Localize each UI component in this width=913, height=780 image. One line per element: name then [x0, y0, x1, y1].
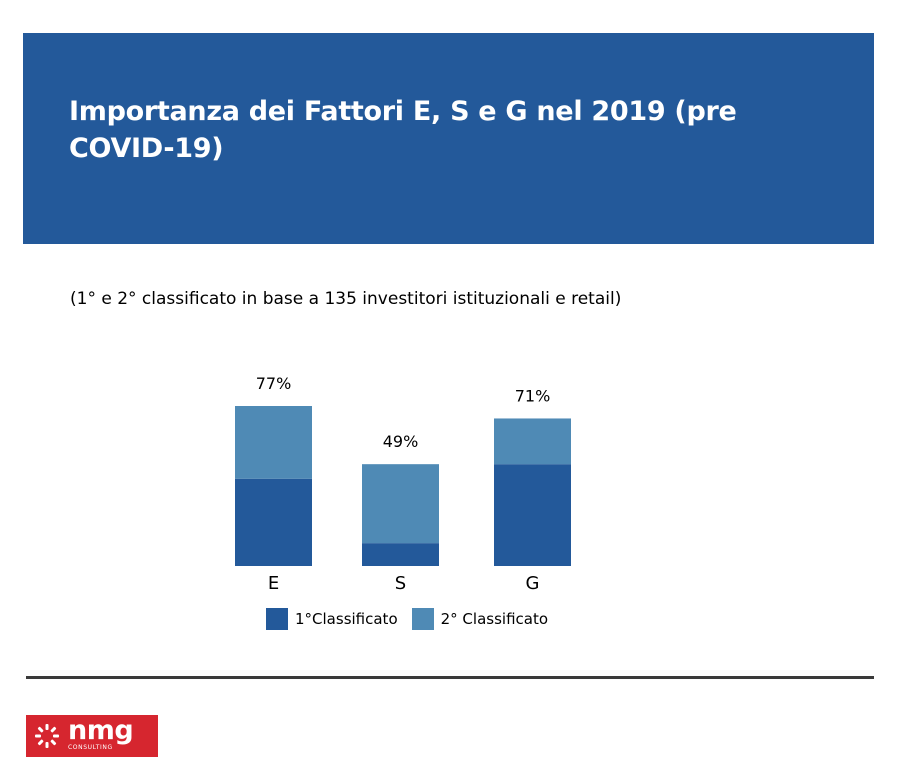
- title-banner: Importanza dei Fattori E, S e G nel 2019…: [23, 33, 874, 244]
- legend-swatch-second: [411, 608, 434, 630]
- total-label-g: 71%: [515, 386, 551, 405]
- legend-item-first: 1°Classificato: [266, 608, 398, 630]
- bar-e-series-2: [235, 406, 312, 479]
- chart-subtitle: (1° e 2° classificato in base a 135 inve…: [70, 289, 622, 309]
- bar-e-series-1: [235, 478, 312, 566]
- bar-s-series-2: [362, 464, 439, 544]
- category-label-e: E: [268, 573, 279, 594]
- bar-g-series-1: [494, 464, 571, 566]
- total-label-e: 77%: [256, 374, 292, 393]
- legend-item-second: 2° Classificato: [411, 608, 549, 630]
- bar-g-series-2: [494, 418, 571, 465]
- total-label-s: 49%: [383, 432, 419, 451]
- legend-swatch-first: [266, 608, 288, 630]
- logo-subtitle: CONSULTING: [68, 744, 113, 751]
- stacked-bar-chart: 77% E 49% S 71% G: [235, 374, 571, 594]
- legend-label-first: 1°Classificato: [295, 610, 398, 628]
- chart-title: Importanza dei Fattori E, S e G nel 2019…: [69, 96, 737, 164]
- nmg-logo: nmg CONSULTING: [26, 715, 158, 757]
- nmg-logo-mark: [35, 724, 59, 748]
- logo-wordmark: nmg: [68, 715, 134, 746]
- bar-s-series-1: [362, 543, 439, 566]
- category-label-s: S: [395, 573, 406, 594]
- footer-divider: [26, 676, 874, 679]
- chart-legend: 1°Classificato 2° Classificato: [266, 608, 562, 630]
- legend-label-second: 2° Classificato: [440, 610, 549, 628]
- category-label-g: G: [526, 573, 540, 594]
